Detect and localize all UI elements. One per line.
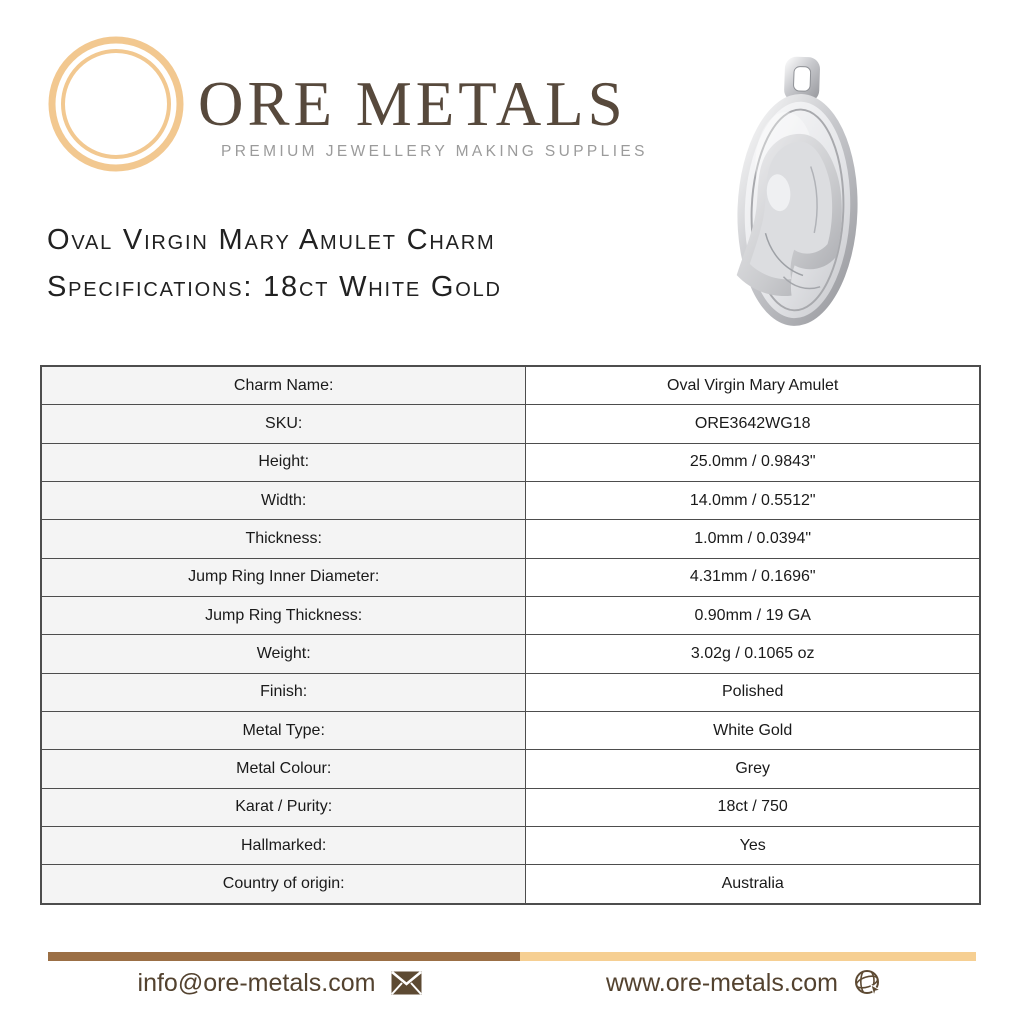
envelope-icon xyxy=(391,971,423,995)
spec-label: Metal Colour: xyxy=(40,749,527,789)
footer: info@ore-metals.com www.ore-metals.com xyxy=(48,963,976,1003)
spec-value: White Gold xyxy=(525,711,981,751)
table-row: Weight: 3.02g / 0.1065 oz xyxy=(40,634,981,674)
spec-label: Height: xyxy=(40,442,527,483)
globe-icon xyxy=(854,969,882,997)
email-text[interactable]: info@ore-metals.com xyxy=(137,968,376,997)
table-row: Thickness: 1.0mm / 0.0394" xyxy=(40,519,981,559)
spec-label: Jump Ring Inner Diameter: xyxy=(40,557,527,598)
table-row: Karat / Purity: 18ct / 750 xyxy=(40,787,981,828)
spec-label: SKU: xyxy=(40,404,527,444)
bail xyxy=(784,56,820,102)
table-row: Metal Type: White Gold xyxy=(40,711,981,751)
page-title: Oval Virgin Mary Amulet Charm Specificat… xyxy=(47,217,502,311)
spec-label: Karat / Purity: xyxy=(40,787,527,828)
page-title-line-1: Oval Virgin Mary Amulet Charm xyxy=(47,224,496,256)
table-row: SKU: ORE3642WG18 xyxy=(40,404,981,444)
spec-value: ORE3642WG18 xyxy=(525,404,981,444)
table-row: Height: 25.0mm / 0.9843" xyxy=(40,442,981,483)
footer-divider xyxy=(48,952,976,961)
spec-label: Thickness: xyxy=(40,519,527,559)
spec-label: Hallmarked: xyxy=(40,826,527,866)
spec-value: Australia xyxy=(525,864,981,905)
table-row: Metal Colour: Grey xyxy=(40,749,981,789)
spec-value: 18ct / 750 xyxy=(525,787,981,828)
spec-label: Weight: xyxy=(40,634,527,674)
spec-label: Width: xyxy=(40,481,527,521)
product-image xyxy=(700,40,895,335)
spec-label: Charm Name: xyxy=(40,365,527,406)
spec-value: Grey xyxy=(525,749,981,789)
table-row: Jump Ring Inner Diameter: 4.31mm / 0.169… xyxy=(40,557,981,598)
table-row: Jump Ring Thickness: 0.90mm / 19 GA xyxy=(40,596,981,636)
spec-value: 14.0mm / 0.5512" xyxy=(525,481,981,521)
brand-logo-ring-icon xyxy=(45,33,187,175)
spec-label: Jump Ring Thickness: xyxy=(40,596,527,636)
table-row: Hallmarked: Yes xyxy=(40,826,981,866)
table-row: Country of origin: Australia xyxy=(40,864,981,905)
spec-value: 4.31mm / 0.1696" xyxy=(525,557,981,598)
spec-value: Polished xyxy=(525,672,981,713)
footer-website[interactable]: www.ore-metals.com xyxy=(512,963,976,1003)
spec-value: 3.02g / 0.1065 oz xyxy=(525,634,981,674)
spec-label: Country of origin: xyxy=(40,864,527,905)
page-title-line-2: Specifications: 18ct White Gold xyxy=(47,271,502,303)
spec-table: Charm Name: Oval Virgin Mary Amulet SKU:… xyxy=(40,365,981,905)
brand-name: ORE METALS xyxy=(198,69,627,139)
spec-value: Oval Virgin Mary Amulet xyxy=(525,365,981,406)
website-text[interactable]: www.ore-metals.com xyxy=(606,968,838,997)
spec-value: 1.0mm / 0.0394" xyxy=(525,519,981,559)
footer-divider-brown xyxy=(48,952,520,961)
spec-value: 25.0mm / 0.9843" xyxy=(525,442,981,483)
virgin-mary-relief xyxy=(736,133,842,297)
spec-value: 0.90mm / 19 GA xyxy=(525,596,981,636)
table-row: Finish: Polished xyxy=(40,672,981,713)
brand-tagline: PREMIUM JEWELLERY MAKING SUPPLIES xyxy=(221,143,648,160)
spec-value: Yes xyxy=(525,826,981,866)
spec-label: Finish: xyxy=(40,672,527,713)
table-row: Charm Name: Oval Virgin Mary Amulet xyxy=(40,365,981,406)
table-row: Width: 14.0mm / 0.5512" xyxy=(40,481,981,521)
spec-label: Metal Type: xyxy=(40,711,527,751)
footer-divider-gold xyxy=(520,952,976,961)
footer-email[interactable]: info@ore-metals.com xyxy=(48,963,512,1003)
